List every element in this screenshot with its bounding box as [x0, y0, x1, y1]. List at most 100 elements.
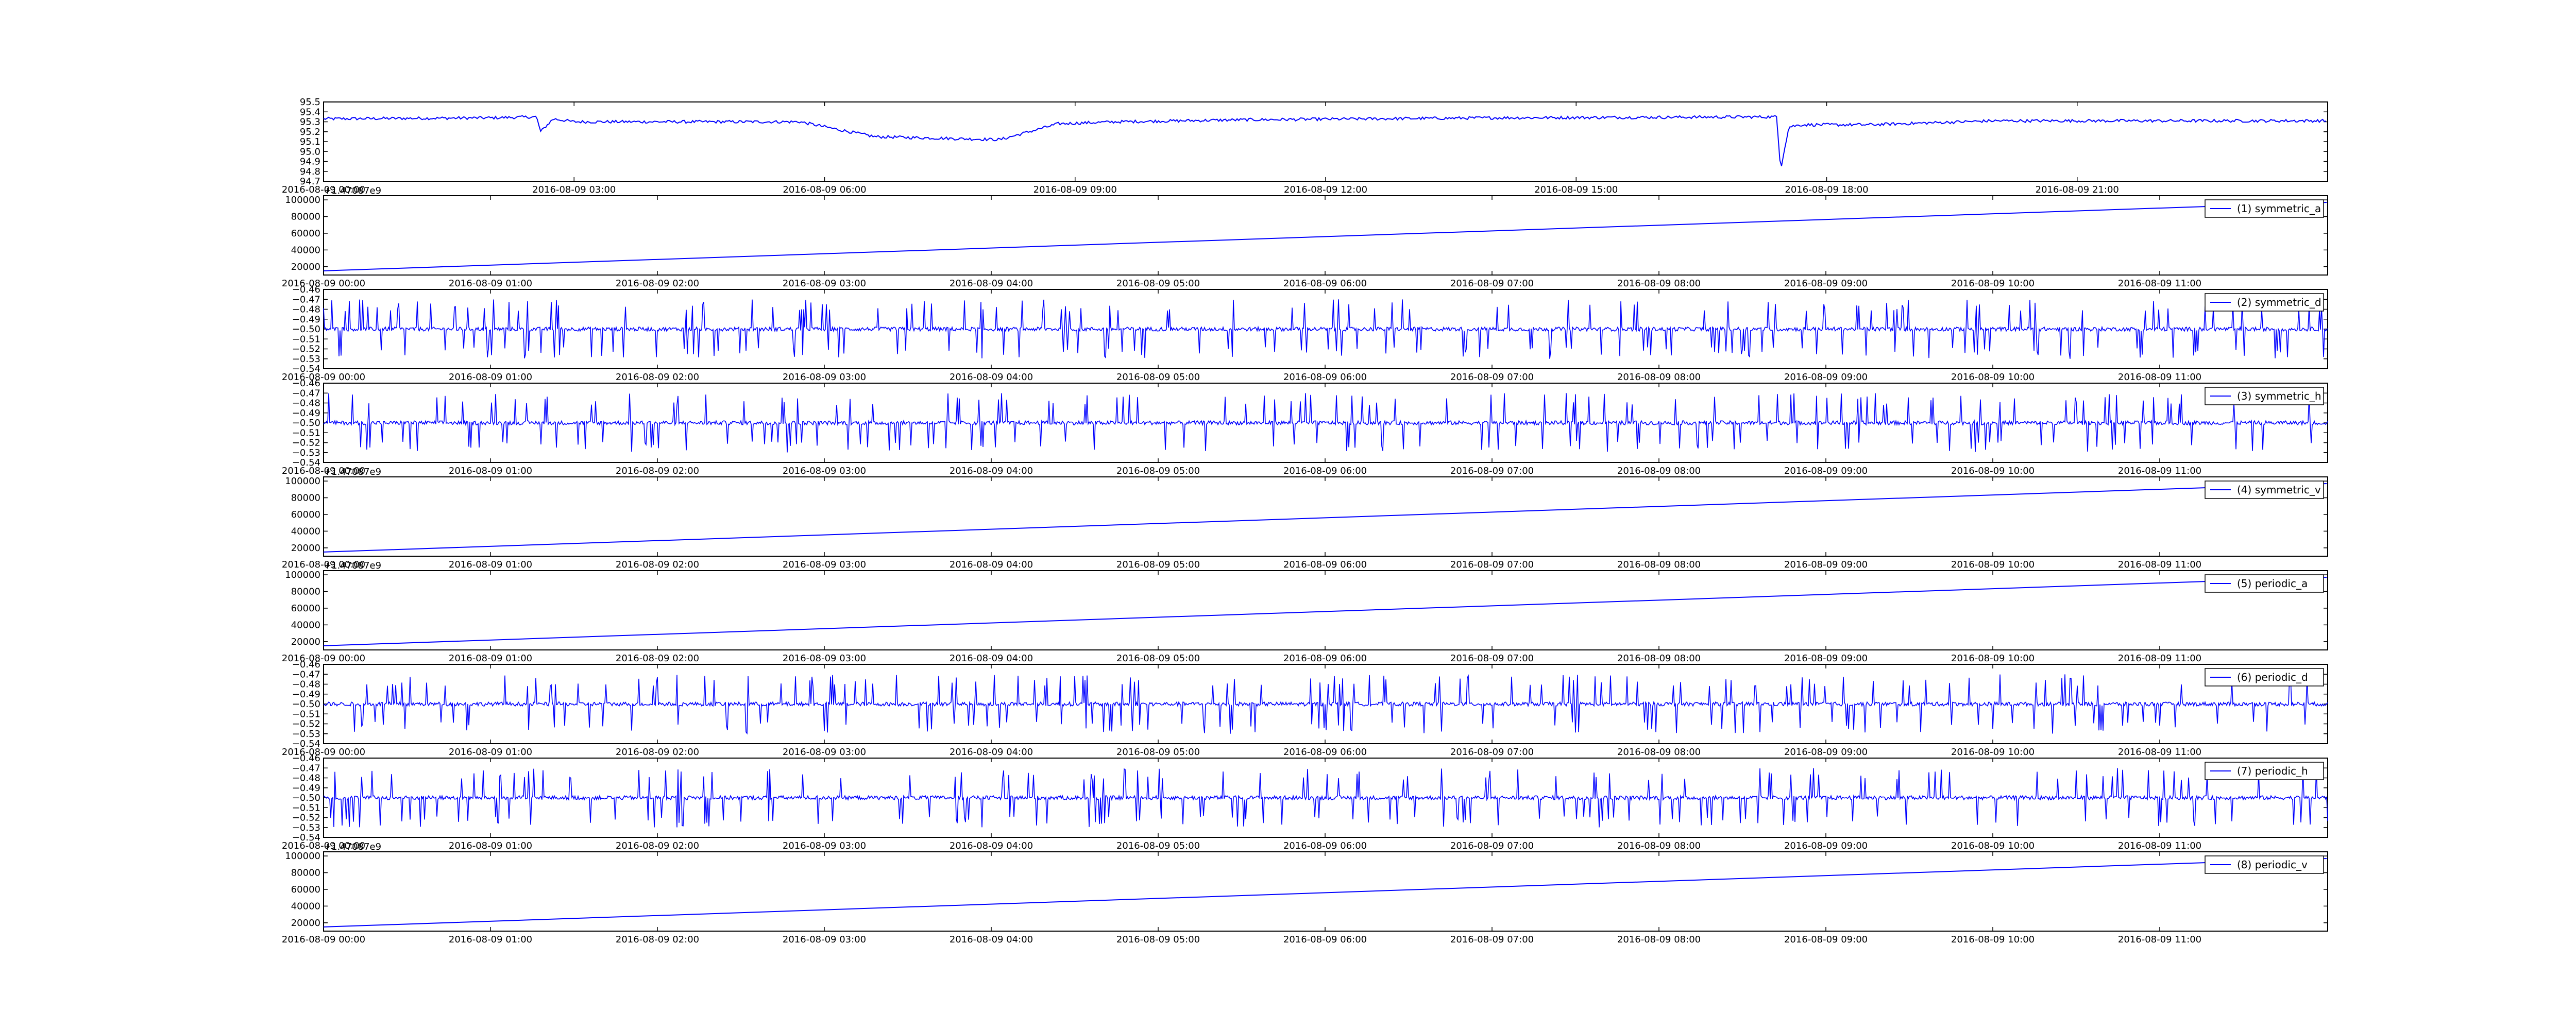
- x-tick-label: 2016-08-09 06:00: [1283, 559, 1367, 570]
- y-tick-label: 95.0: [300, 146, 320, 157]
- chart-panel-5: [323, 570, 2328, 650]
- x-tick-label: 2016-08-09 10:00: [1951, 372, 2035, 383]
- y-tick-label: 20000: [291, 543, 320, 554]
- x-tick-label: 2016-08-09 03:00: [783, 559, 866, 570]
- x-tick-label: 2016-08-09 04:00: [950, 278, 1033, 289]
- x-tick-label: 2016-08-09 15:00: [1534, 184, 1618, 195]
- x-tick-label: 2016-08-09 05:00: [1116, 934, 1200, 945]
- y-tick-label: 40000: [291, 245, 320, 255]
- y-tick-label: 60000: [291, 509, 320, 520]
- y-tick-label: 60000: [291, 228, 320, 239]
- x-tick-label: 2016-08-09 07:00: [1450, 747, 1534, 758]
- y-offset-text: +1.47087e9: [324, 185, 381, 196]
- y-tick-label: −0.47: [292, 294, 320, 305]
- x-tick-label: 2016-08-09 10:00: [1951, 559, 2035, 570]
- y-tick-label: 60000: [291, 603, 320, 614]
- x-tick-label: 2016-08-09 05:00: [1116, 653, 1200, 664]
- x-tick-label: 2016-08-09 00:00: [282, 372, 365, 383]
- x-tick-label: 2016-08-09 10:00: [1951, 278, 2035, 289]
- x-tick-label: 2016-08-09 10:00: [1951, 747, 2035, 758]
- y-tick-label: 80000: [291, 493, 320, 504]
- x-tick-label: 2016-08-09 05:00: [1116, 466, 1200, 476]
- x-tick-label: 2016-08-09 04:00: [950, 747, 1033, 758]
- y-tick-label: −0.50: [292, 793, 320, 803]
- x-tick-label: 2016-08-09 01:00: [449, 840, 532, 851]
- x-tick-label: 2016-08-09 01:00: [449, 653, 532, 664]
- y-tick-label: 40000: [291, 526, 320, 537]
- x-tick-label: 2016-08-09 07:00: [1450, 466, 1534, 476]
- x-tick-label: 2016-08-09 01:00: [449, 559, 532, 570]
- x-tick-label: 2016-08-09 12:00: [1284, 184, 1367, 195]
- x-tick-label: 2016-08-09 05:00: [1116, 559, 1200, 570]
- y-tick-label: 100000: [285, 851, 320, 862]
- y-tick-label: 94.8: [300, 166, 320, 177]
- y-tick-label: 80000: [291, 587, 320, 597]
- chart-panel-7: [323, 758, 2328, 838]
- x-tick-label: 2016-08-09 06:00: [1283, 747, 1367, 758]
- x-tick-label: 2016-08-09 04:00: [950, 934, 1033, 945]
- y-offset-text: +1.47087e9: [324, 467, 381, 477]
- legend-label: (2) symmetric_d: [2237, 296, 2321, 308]
- x-tick-label: 2016-08-09 07:00: [1450, 934, 1534, 945]
- x-tick-label: 2016-08-09 07:00: [1450, 559, 1534, 570]
- x-tick-label: 2016-08-09 11:00: [2118, 747, 2201, 758]
- y-tick-label: −0.53: [292, 822, 320, 833]
- y-tick-label: 20000: [291, 637, 320, 647]
- x-tick-label: 2016-08-09 02:00: [616, 466, 699, 476]
- x-tick-label: 2016-08-09 00:00: [282, 653, 365, 664]
- y-tick-label: −0.48: [292, 773, 320, 784]
- y-tick-label: −0.49: [292, 314, 320, 325]
- y-tick-label: −0.50: [292, 324, 320, 335]
- x-tick-label: 2016-08-09 06:00: [1283, 278, 1367, 289]
- y-tick-label: −0.49: [292, 783, 320, 794]
- x-tick-label: 2016-08-09 11:00: [2118, 934, 2201, 945]
- y-tick-label: −0.52: [292, 719, 320, 730]
- x-tick-label: 2016-08-09 05:00: [1116, 372, 1200, 383]
- x-tick-label: 2016-08-09 00:00: [282, 934, 365, 945]
- x-tick-label: 2016-08-09 06:00: [783, 184, 866, 195]
- series-line: [323, 768, 2328, 828]
- y-offset-text: +1.47087e9: [324, 560, 381, 571]
- x-tick-label: 2016-08-09 09:00: [1784, 278, 1868, 289]
- y-tick-label: −0.48: [292, 398, 320, 409]
- y-tick-label: 100000: [285, 476, 320, 487]
- x-tick-label: 2016-08-09 10:00: [1951, 653, 2035, 664]
- x-tick-label: 2016-08-09 00:00: [282, 278, 365, 289]
- series-line: [323, 483, 2327, 553]
- y-tick-label: −0.48: [292, 679, 320, 690]
- x-tick-label: 2016-08-09 06:00: [1283, 840, 1367, 851]
- y-offset-text: +1.47087e9: [324, 842, 381, 852]
- x-tick-label: 2016-08-09 07:00: [1450, 372, 1534, 383]
- x-tick-label: 2016-08-09 09:00: [1784, 934, 1868, 945]
- series-line: [323, 299, 2328, 359]
- x-tick-label: 2016-08-09 03:00: [783, 934, 866, 945]
- y-tick-label: 94.9: [300, 157, 320, 167]
- y-tick-label: 80000: [291, 868, 320, 879]
- x-tick-label: 2016-08-09 08:00: [1617, 466, 1701, 476]
- y-tick-label: −0.49: [292, 408, 320, 419]
- series-line: [323, 115, 2327, 166]
- y-tick-label: −0.50: [292, 418, 320, 428]
- y-tick-label: 80000: [291, 212, 320, 222]
- x-tick-label: 2016-08-09 05:00: [1116, 747, 1200, 758]
- y-tick-label: 100000: [285, 195, 320, 205]
- x-tick-label: 2016-08-09 01:00: [449, 934, 532, 945]
- series-line: [323, 576, 2327, 646]
- x-tick-label: 2016-08-09 03:00: [783, 278, 866, 289]
- x-tick-label: 2016-08-09 11:00: [2118, 840, 2201, 851]
- x-tick-label: 2016-08-09 02:00: [616, 747, 699, 758]
- y-tick-label: 95.2: [300, 127, 320, 138]
- series-line: [323, 393, 2328, 453]
- axes-frame-0: [323, 101, 2328, 182]
- x-tick-label: 2016-08-09 04:00: [950, 559, 1033, 570]
- y-tick-label: 20000: [291, 918, 320, 929]
- x-tick-label: 2016-08-09 09:00: [1784, 559, 1868, 570]
- x-tick-label: 2016-08-09 01:00: [449, 747, 532, 758]
- y-tick-label: −0.52: [292, 813, 320, 823]
- x-tick-label: 2016-08-09 00:00: [282, 184, 365, 195]
- x-tick-label: 2016-08-09 03:00: [783, 653, 866, 664]
- x-tick-label: 2016-08-09 04:00: [950, 840, 1033, 851]
- x-tick-label: 2016-08-09 04:00: [950, 653, 1033, 664]
- x-tick-label: 2016-08-09 02:00: [616, 934, 699, 945]
